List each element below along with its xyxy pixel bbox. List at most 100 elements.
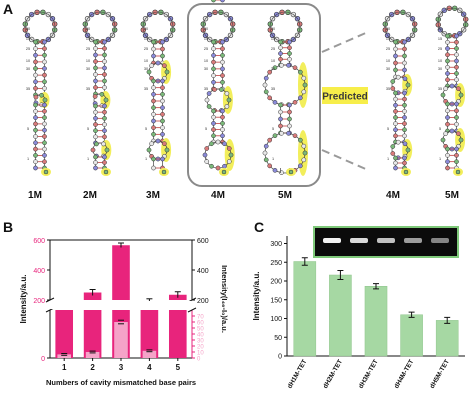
- nucleotide: [160, 118, 165, 124]
- y2-tick-label: 30: [197, 339, 204, 345]
- nucleotide: [102, 39, 107, 45]
- gel-band: [404, 238, 422, 243]
- nucleotide-number: 1: [27, 157, 29, 161]
- nucleotide: [33, 165, 38, 171]
- nucleotide: [93, 115, 98, 121]
- nucleotide: [292, 65, 298, 71]
- nucleotide: [393, 160, 398, 166]
- nucleotide: [454, 108, 459, 114]
- x-tick-label: 2: [90, 363, 95, 372]
- nucleotide: [42, 159, 47, 165]
- nucleotide: [151, 39, 156, 45]
- nucleotide: [220, 66, 225, 72]
- nucleotide: [263, 75, 269, 81]
- nucleotide: [151, 165, 156, 171]
- nucleotide: [402, 67, 407, 73]
- nucleotide: [393, 67, 398, 73]
- nucleotide: [278, 56, 283, 62]
- nucleotide-number: 1: [272, 157, 274, 161]
- nucleotide: [160, 98, 165, 104]
- nucleotide: [42, 66, 47, 71]
- nucleotide: [211, 73, 216, 78]
- nucleotide: [287, 56, 292, 62]
- nucleotide: [393, 53, 398, 59]
- nucleotide: [458, 92, 464, 98]
- bar-delta-intensity: [85, 352, 100, 358]
- nucleotide: [160, 85, 165, 91]
- nucleotide: [103, 169, 109, 175]
- nucleotide: [102, 128, 107, 134]
- x-tick-label: 4: [147, 363, 152, 372]
- bar-intensity-upper: [112, 245, 130, 300]
- nucleotide: [405, 147, 411, 153]
- bar-intensity-lower: [140, 310, 159, 358]
- nucleotide: [93, 122, 98, 127]
- hairpin-7: 10 15 20 25 30 35 5 1: [435, 5, 469, 176]
- nucleotide: [93, 128, 98, 134]
- nucleotide: [42, 59, 47, 65]
- structure-label-6: 4M: [386, 190, 400, 201]
- nucleotide: [212, 87, 217, 92]
- nucleotide: [151, 118, 156, 124]
- nucleotide: [454, 52, 459, 58]
- nucleotide: [204, 97, 210, 103]
- nucleotide: [287, 116, 292, 122]
- nucleotide: [226, 159, 232, 164]
- bar-delta-intensity: [114, 322, 128, 358]
- nucleotide-number: 5: [87, 127, 89, 131]
- nucleotide: [102, 78, 107, 84]
- nucleotide: [449, 83, 455, 89]
- nucleotide: [301, 143, 307, 149]
- nucleotide: [445, 115, 450, 120]
- nucleotide: [272, 133, 278, 139]
- nucleotide: [402, 53, 407, 59]
- nucleotide-number: 10: [438, 59, 442, 63]
- structure-label-1: 1M: [28, 190, 42, 201]
- nucleotide: [402, 39, 407, 45]
- nucleotide: [33, 108, 38, 114]
- y-tick-label: 250: [270, 260, 282, 267]
- nucleotide-number: 20: [271, 27, 275, 31]
- nucleotide-number: 15: [144, 37, 148, 41]
- nucleotide: [204, 159, 210, 164]
- nucleotide: [33, 140, 38, 146]
- nucleotide: [90, 147, 96, 153]
- nucleotide: [220, 121, 225, 126]
- y-tick-label: 150: [270, 297, 282, 304]
- nucleotide-number: 20: [26, 27, 30, 31]
- y2-tick-label: 40: [197, 333, 204, 339]
- nucleotide: [211, 39, 216, 45]
- nucleotide: [267, 137, 273, 143]
- nucleotide: [445, 33, 450, 39]
- x-tick-label: dH3M-TET: [358, 358, 380, 389]
- nucleotide-number: 20: [204, 27, 208, 31]
- nucleotide: [202, 152, 208, 158]
- nucleotide-number: 5: [27, 127, 29, 131]
- nucleotide-number: 15: [438, 37, 442, 41]
- nucleotide: [445, 101, 450, 107]
- nucleotide: [278, 123, 283, 129]
- nucleotide: [445, 77, 450, 83]
- nucleotide: [102, 115, 107, 121]
- nucleotide-number: 35: [438, 87, 442, 91]
- x-tick-label: dH1M-TET: [286, 358, 308, 389]
- x-tick-label: dH5M-TET: [429, 358, 451, 389]
- nucleotide: [224, 91, 230, 96]
- nucleotide: [219, 87, 224, 92]
- nucleotide: [102, 59, 107, 64]
- nucleotide: [455, 169, 461, 175]
- nucleotide: [454, 46, 459, 51]
- gel-band: [431, 238, 449, 243]
- nucleotide: [443, 131, 448, 136]
- nucleotide: [39, 92, 44, 98]
- nucleotide: [263, 143, 269, 149]
- nucleotide: [272, 65, 278, 71]
- nucleotide: [215, 139, 221, 145]
- nucleotide: [454, 33, 459, 39]
- nucleotide-number: 30: [144, 67, 148, 71]
- nucleotide: [301, 75, 307, 81]
- predicted-badge: [322, 87, 368, 104]
- nucleotide: [297, 69, 303, 75]
- nucleotide: [211, 66, 216, 72]
